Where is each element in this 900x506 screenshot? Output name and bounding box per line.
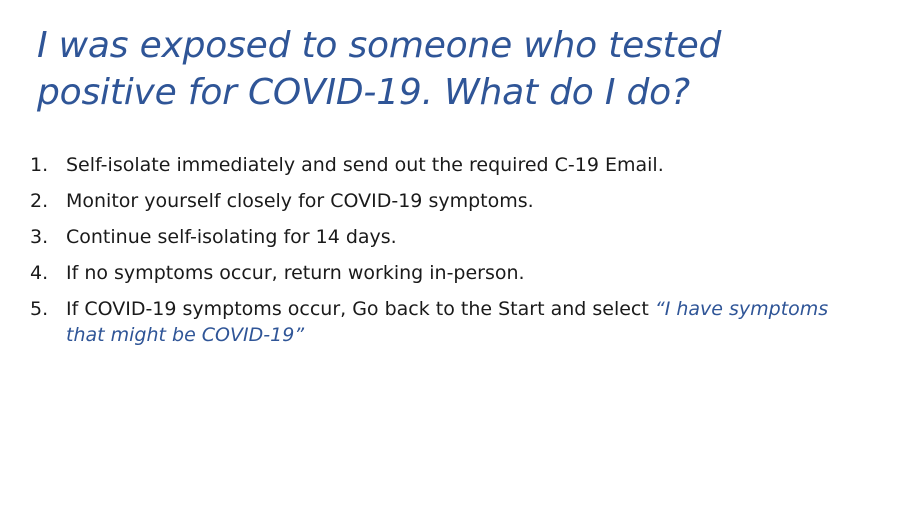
step-number: 5. bbox=[30, 298, 49, 320]
slide-title: I was exposed to someone who tested posi… bbox=[37, 25, 722, 113]
step-number: 1. bbox=[30, 154, 49, 176]
step-text: If no symptoms occur, return working in-… bbox=[66, 262, 525, 284]
step-number: 3. bbox=[30, 226, 49, 248]
step-number: 2. bbox=[30, 190, 49, 212]
step-text-wrapper: If COVID-19 symptoms occur, Go back to t… bbox=[66, 296, 870, 348]
list-item: 1. Self-isolate immediately and send out… bbox=[30, 152, 870, 178]
list-item: 2. Monitor yourself closely for COVID-19… bbox=[30, 188, 870, 214]
step-text: If COVID-19 symptoms occur, Go back to t… bbox=[66, 298, 655, 320]
step-text: Self-isolate immediately and send out th… bbox=[66, 154, 664, 176]
step-text: Monitor yourself closely for COVID-19 sy… bbox=[66, 190, 534, 212]
step-number: 4. bbox=[30, 262, 49, 284]
step-text: Continue self-isolating for 14 days. bbox=[66, 226, 397, 248]
list-item: 4. If no symptoms occur, return working … bbox=[30, 260, 870, 286]
list-item: 5. If COVID-19 symptoms occur, Go back t… bbox=[30, 296, 870, 348]
symptoms-option-quote: “I have symptoms that might be COVID-19” bbox=[66, 298, 829, 346]
list-item: 3. Continue self-isolating for 14 days. bbox=[30, 224, 870, 250]
steps-list: 1. Self-isolate immediately and send out… bbox=[30, 152, 870, 358]
